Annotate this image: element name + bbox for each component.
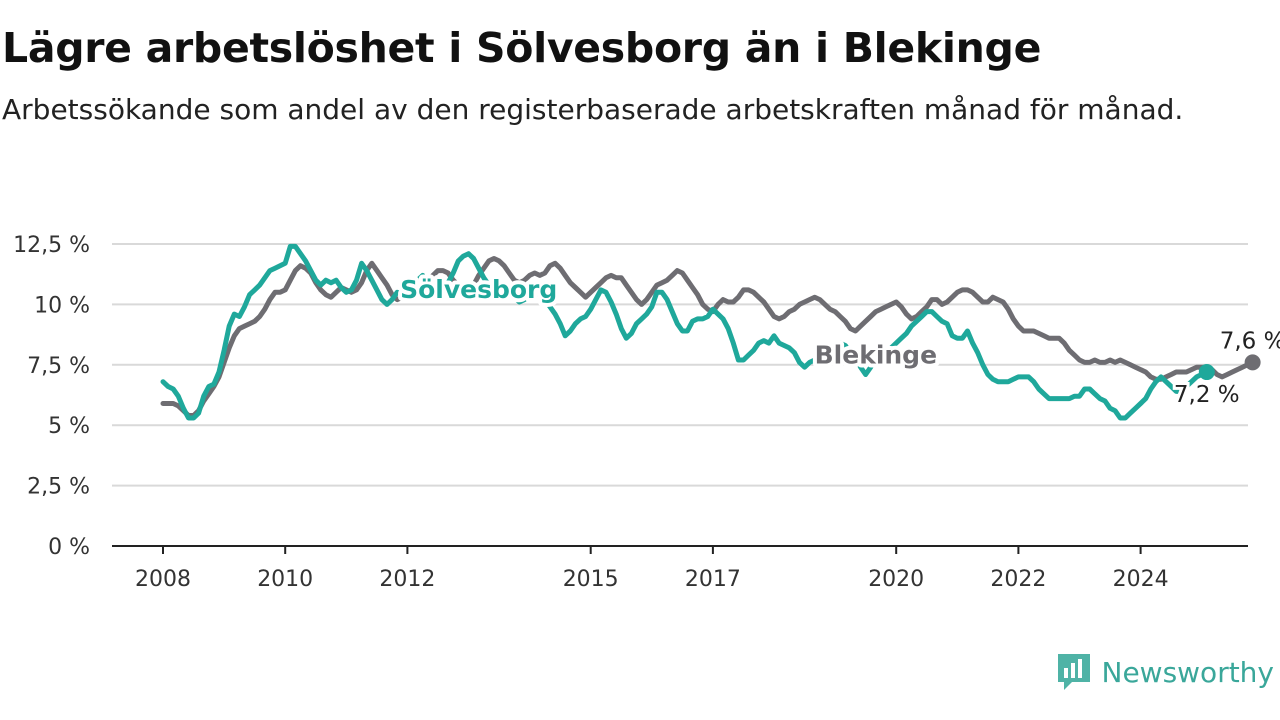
chart-subtitle: Arbetssökande som andel av den registerb… (2, 93, 1184, 126)
series-line-sölvesborg (160, 243, 1210, 421)
series-labels: Sölvesborg Blekinge 7,6 % 7,2 % (396, 271, 1280, 411)
series-label-blekinge: Blekinge (815, 341, 937, 370)
y-tick-label: 5 % (48, 414, 90, 439)
y-tick-label: 7,5 % (27, 354, 90, 379)
newsworthy-chart-bubble-icon (1057, 654, 1090, 690)
y-tick-label: 10 % (34, 293, 90, 318)
x-tick-label: 2010 (257, 567, 313, 592)
x-tick-label: 2017 (685, 567, 741, 592)
x-tick-label: 2022 (990, 567, 1046, 592)
gridlines (112, 243, 1248, 547)
chart-title: Lägre arbetslöshet i Sölvesborg än i Ble… (2, 24, 1042, 72)
brand-logo: Newsworthy (1056, 652, 1275, 692)
series-label-solvesborg: Sölvesborg (400, 275, 557, 304)
line-chart: 0 %2,5 %5 %7,5 %10 %12,5 % 2008 2010 2012 2… (13, 233, 1280, 592)
y-tick-label: 12,5 % (13, 233, 90, 258)
x-tick-label: 2012 (379, 567, 435, 592)
end-value-label-solvesborg: 7,2 % (1174, 382, 1240, 408)
end-point (1244, 354, 1261, 371)
end-value-label-blekinge: 7,6 % (1220, 328, 1280, 354)
y-tick-label: 0 % (48, 535, 90, 560)
x-axis-ticks: 2008 2010 2012 2015 2017 2020 2022 2024 (135, 546, 1169, 592)
x-tick-label: 2015 (563, 567, 619, 592)
brand-name: Newsworthy (1101, 655, 1275, 689)
y-axis-ticks: 0 % 2,5 % 5 % 7,5 % 10 % 12,5 % (13, 233, 90, 560)
x-tick-label: 2024 (1113, 567, 1169, 592)
series-lines (160, 243, 1261, 421)
end-point (1198, 364, 1215, 381)
x-tick-label: 2020 (868, 567, 924, 592)
x-tick-label: 2008 (135, 567, 191, 592)
y-tick-label: 2,5 % (27, 475, 90, 500)
